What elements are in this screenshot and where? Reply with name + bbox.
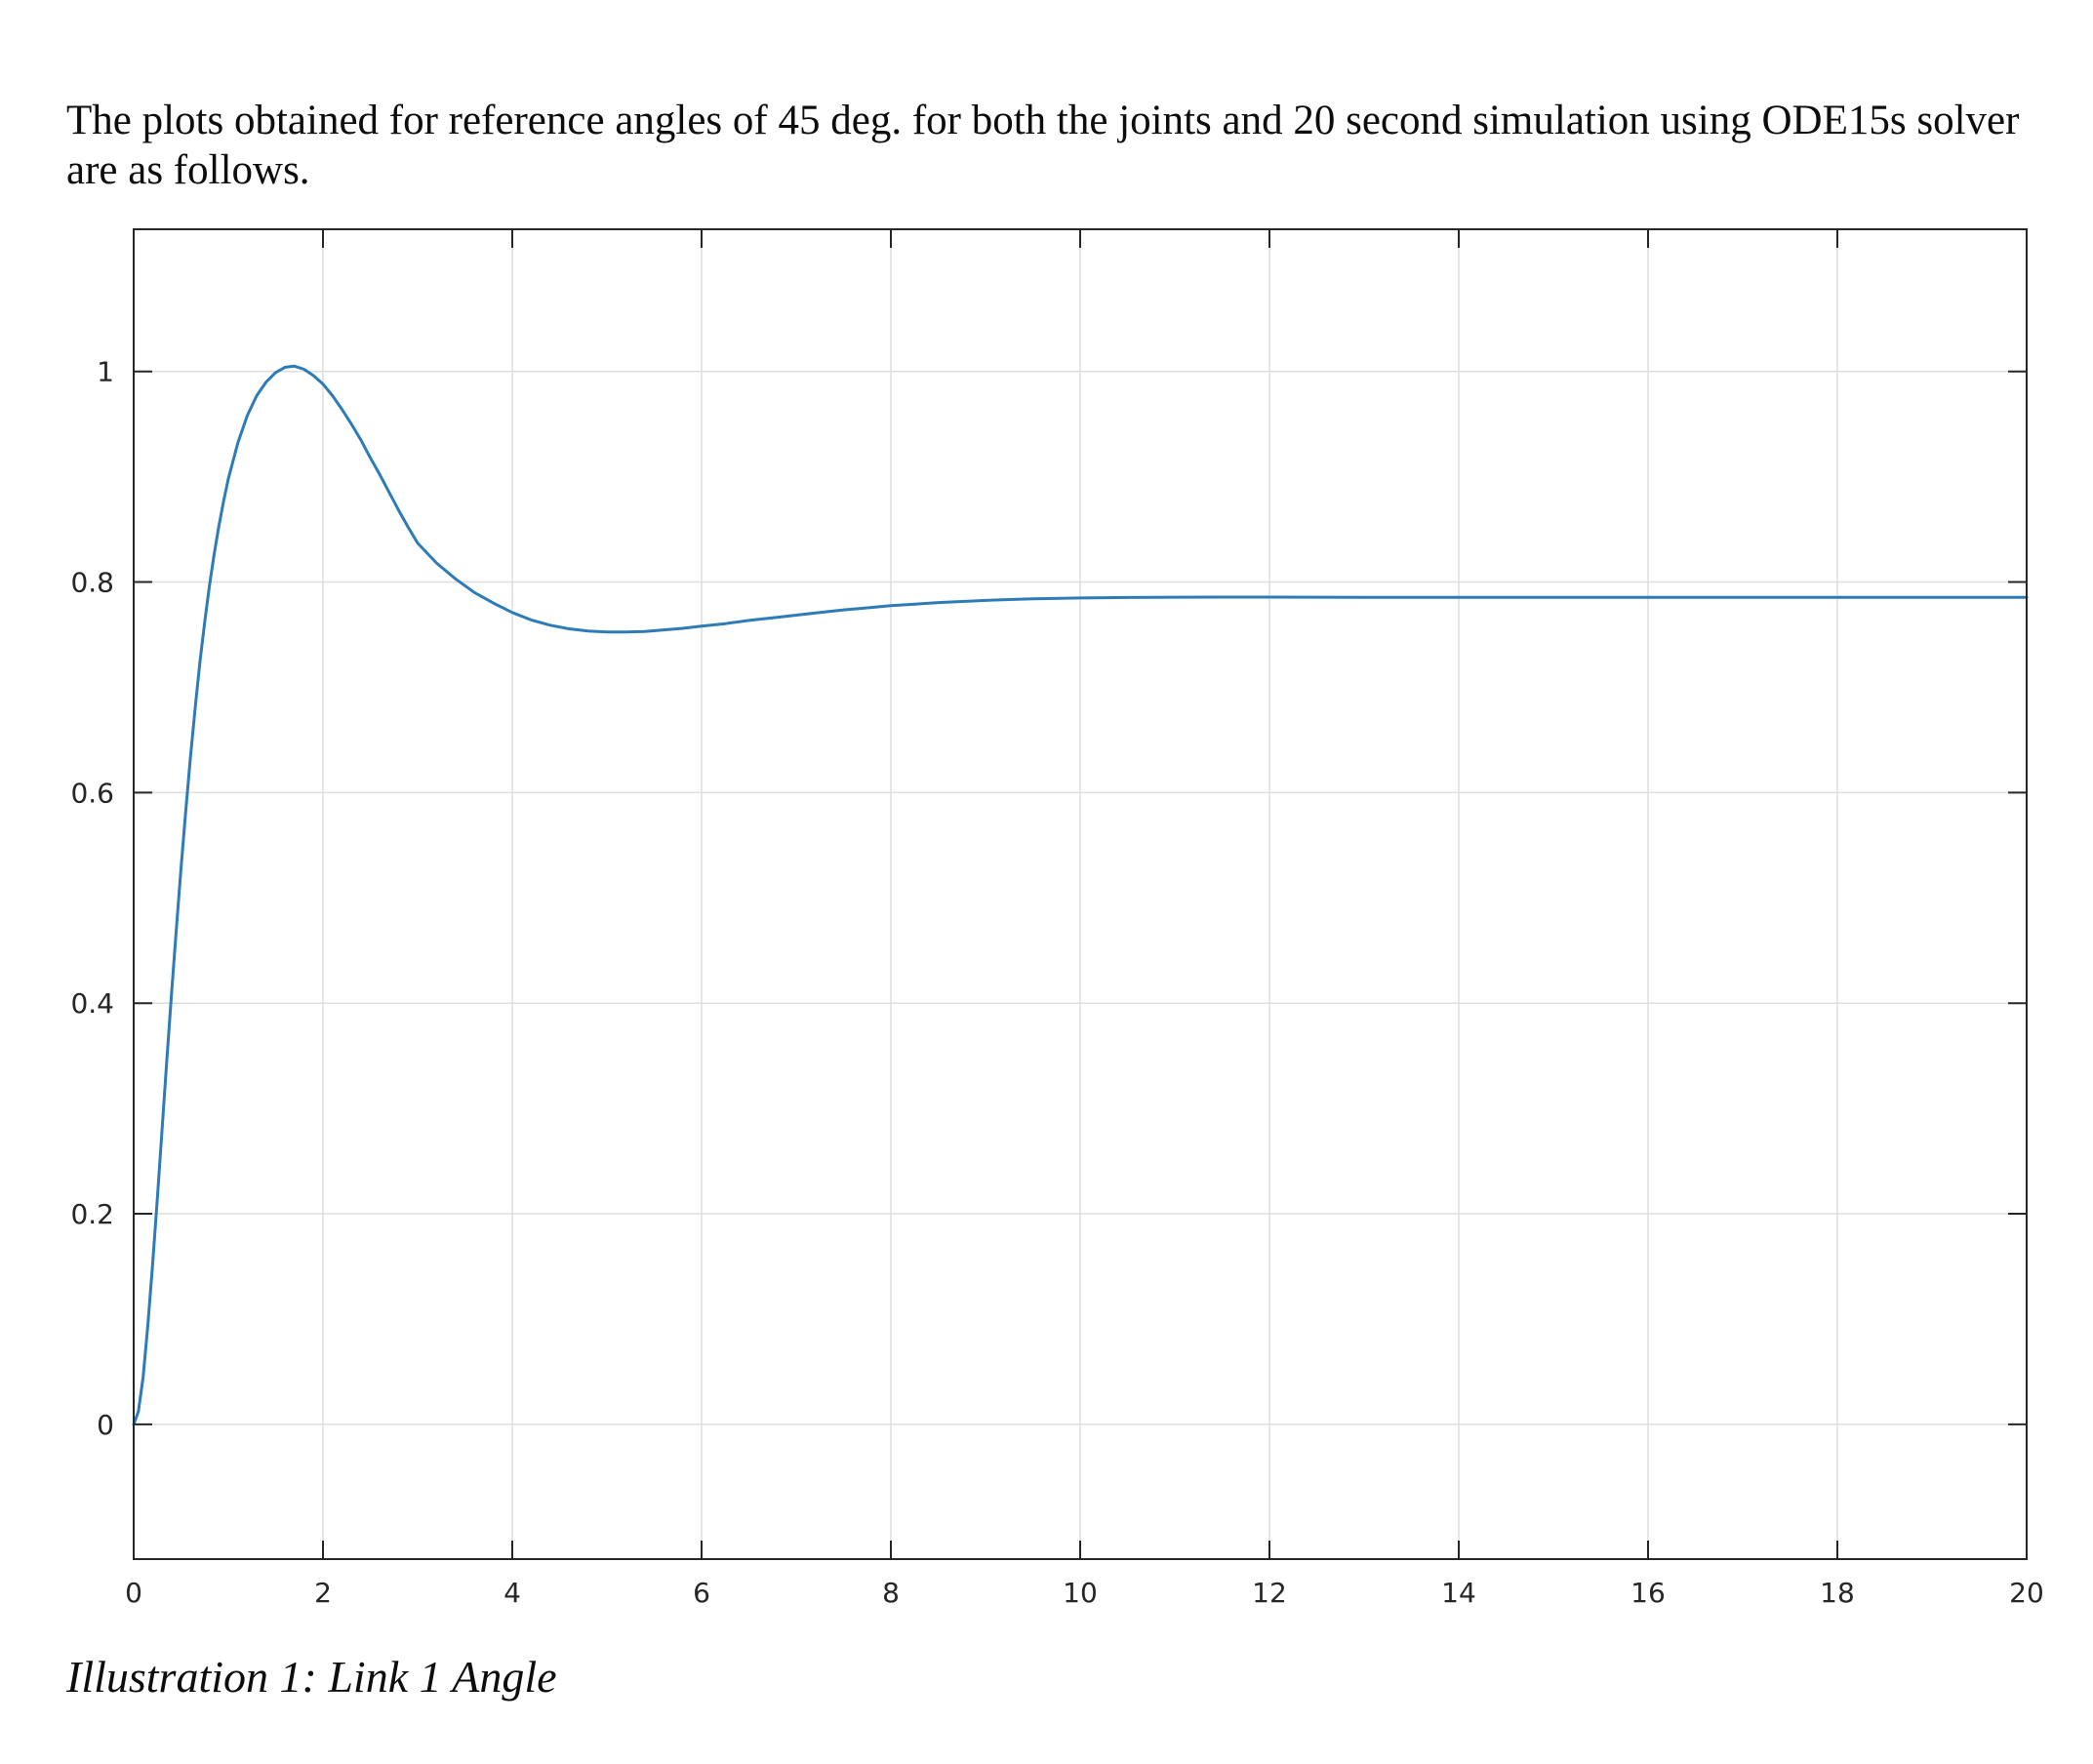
x-axis-tick-label: 20	[2009, 1577, 2044, 1609]
x-axis-tick-label: 0	[125, 1577, 142, 1609]
x-axis-tick-label: 2	[314, 1577, 332, 1609]
y-axis-tick-label: 1	[97, 356, 114, 388]
intro-paragraph: The plots obtained for reference angles …	[66, 98, 2020, 193]
figure-caption: Illustration 1: Link 1 Angle	[66, 1652, 557, 1702]
x-axis-tick-label: 16	[1630, 1577, 1666, 1609]
y-axis-tick-label: 0.8	[70, 567, 114, 599]
x-axis-tick-label: 18	[1820, 1577, 1855, 1609]
x-axis-tick-label: 12	[1252, 1577, 1287, 1609]
y-axis-tick-label: 0.6	[70, 777, 114, 809]
x-axis-tick-label: 14	[1441, 1577, 1476, 1609]
x-axis-tick-label: 4	[503, 1577, 521, 1609]
y-axis-tick-label: 0.4	[70, 987, 114, 1020]
y-axis-tick-label: 0.2	[70, 1198, 114, 1230]
y-axis-tick-label: 0	[97, 1409, 114, 1441]
series-line-link-1-angle	[132, 364, 2029, 1426]
x-axis-tick-label: 6	[693, 1577, 710, 1609]
x-axis-tick-label: 10	[1063, 1577, 1098, 1609]
x-axis-tick-label: 8	[882, 1577, 900, 1609]
